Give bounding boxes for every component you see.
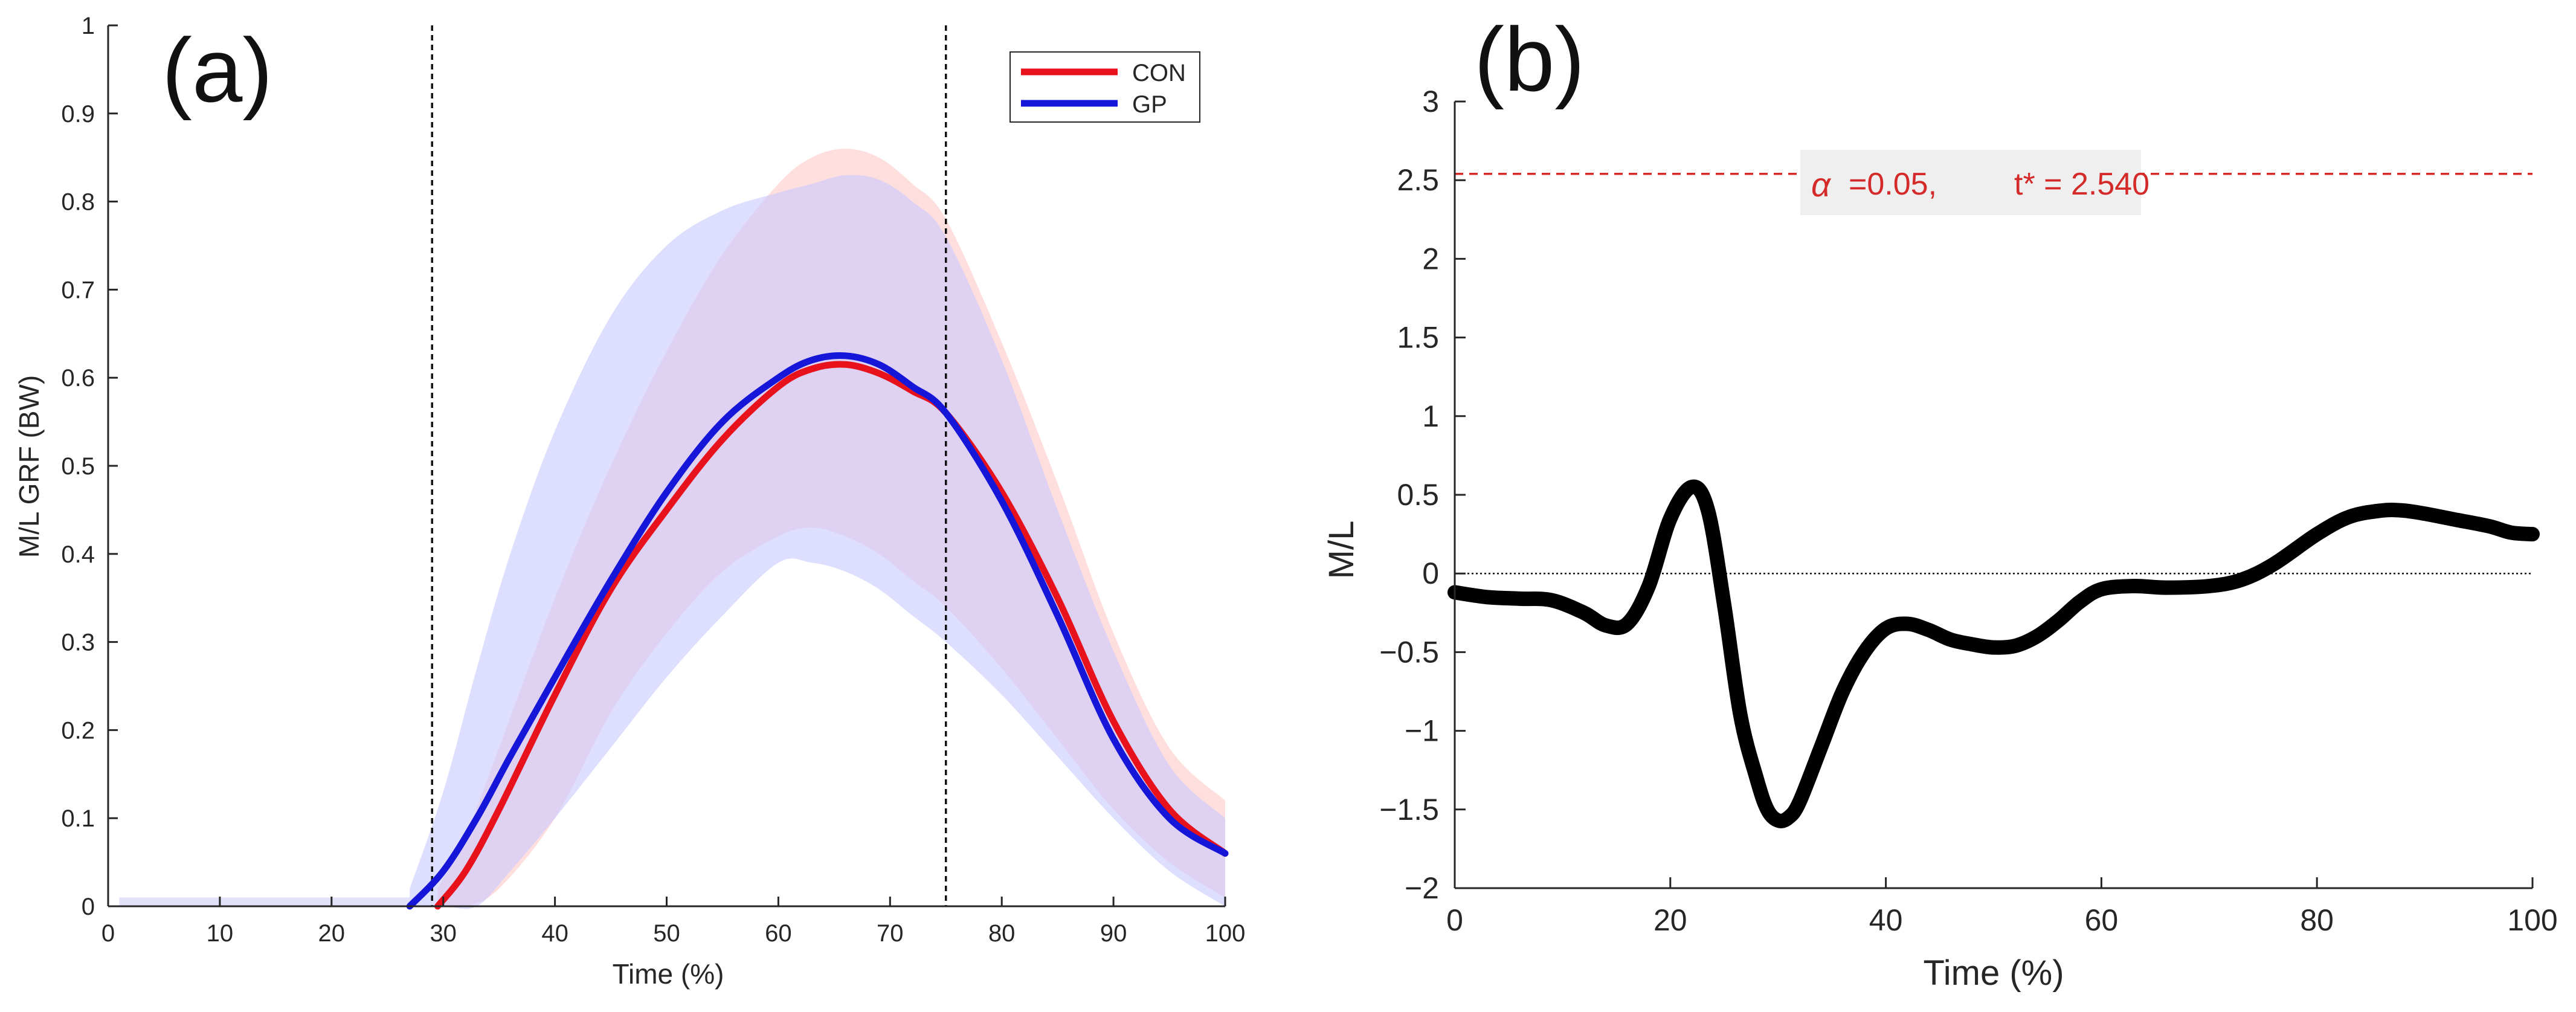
b-axes — [1454, 102, 2533, 889]
a-x-axis-label: Time (%) — [613, 958, 724, 990]
a-x-tick-label: 30 — [430, 920, 457, 947]
panel-a-chart: 0 10 20 30 40 50 60 70 80 90 100 0 0.1 0.2 0.3 0.4 0.5 0.… — [13, 13, 1245, 990]
a-x-tick-label: 70 — [877, 920, 904, 947]
a-x-tick-label: 20 — [318, 920, 346, 947]
b-annotation-box — [1800, 150, 2141, 215]
a-y-tick-label: 1 — [82, 13, 95, 39]
b-ticks: 0 20 40 60 80 100 −2 −1.5 −1 −0.5 0 0.5 1 1.5 2 2.5 3 — [1379, 85, 2557, 937]
b-annotation-alpha-symbol: α — [1811, 166, 1832, 204]
b-x-tick-label: 100 — [2507, 903, 2557, 937]
b-y-tick-label: 1.5 — [1397, 321, 1439, 355]
a-y-tick-label: 0.4 — [61, 541, 95, 568]
panel-b-chart: 0 20 40 60 80 100 −2 −1.5 −1 −0.5 0 0.5 1 1.5 2 2.5 3 α … — [1322, 8, 2558, 993]
b-x-tick-label: 80 — [2300, 903, 2334, 937]
a-baseline-band — [119, 897, 410, 906]
a-y-tick-label: 0 — [82, 894, 95, 920]
a-y-tick-label: 0.3 — [61, 630, 95, 656]
a-series-con — [434, 361, 1229, 910]
a-legend: CON GP — [1009, 51, 1200, 123]
b-x-axis-label: Time (%) — [1923, 953, 2064, 993]
a-bands — [119, 149, 1226, 909]
b-y-tick-label: 2.5 — [1397, 163, 1439, 197]
a-legend-box — [1009, 51, 1200, 123]
b-threshold-annotation: α =0.05, t* = 2.540 — [1800, 150, 2149, 215]
a-y-tick-label: 0.5 — [61, 453, 95, 480]
a-y-tick-label: 0.8 — [61, 189, 95, 216]
a-y-tick-label: 0.7 — [61, 277, 95, 303]
b-series-spm-curve — [1447, 479, 2540, 828]
b-x-tick-label: 40 — [1869, 903, 1903, 937]
a-x-tick-label: 50 — [653, 920, 680, 947]
b-y-tick-label: −2 — [1405, 871, 1439, 905]
b-annotation-tstar: t* = 2.540 — [2014, 167, 2149, 202]
a-lines — [406, 352, 1229, 910]
a-y-tick-label: 0.6 — [61, 365, 95, 392]
b-y-axis-label: M/L — [1322, 521, 1361, 579]
a-y-tick-label: 0.9 — [61, 101, 95, 127]
a-x-tick-label: 60 — [765, 920, 792, 947]
a-x-tick-label: 100 — [1205, 920, 1246, 947]
b-y-tick-label: −1 — [1405, 714, 1439, 748]
b-y-tick-label: 0 — [1422, 556, 1439, 590]
b-y-tick-label: 0.5 — [1397, 478, 1439, 512]
b-annotation-alpha: =0.05, — [1849, 167, 1937, 202]
a-vlines — [431, 25, 947, 906]
b-y-tick-label: 1 — [1422, 399, 1439, 433]
a-legend-gp-label: GP — [1132, 91, 1167, 118]
b-x-tick-label: 20 — [1653, 903, 1687, 937]
a-ticks: 0 10 20 30 40 50 60 70 80 90 100 0 0.1 0.2 0.3 0.4 0.5 0.… — [61, 13, 1245, 947]
a-band-gp — [410, 175, 1226, 909]
b-x-tick-label: 60 — [2085, 903, 2119, 937]
panel-b-label: (b) — [1474, 8, 1585, 110]
a-x-tick-label: 10 — [207, 920, 234, 947]
a-y-axis-label: M/L GRF (BW) — [13, 375, 45, 558]
b-y-tick-label: −0.5 — [1379, 635, 1439, 669]
b-lines — [1447, 479, 2540, 828]
b-y-tick-label: −1.5 — [1379, 793, 1439, 827]
a-x-tick-label: 80 — [988, 920, 1016, 947]
a-x-tick-label: 90 — [1100, 920, 1127, 947]
panel-a-label: (a) — [162, 19, 272, 121]
a-x-tick-label: 0 — [101, 920, 115, 947]
a-x-tick-label: 40 — [541, 920, 568, 947]
b-x-tick-label: 0 — [1446, 903, 1463, 937]
b-y-tick-label: 2 — [1422, 242, 1439, 276]
b-y-tick-label: 3 — [1422, 85, 1439, 118]
a-y-tick-label: 0.2 — [61, 717, 95, 744]
a-legend-con-label: CON — [1132, 60, 1186, 86]
a-series-gp — [406, 352, 1229, 910]
a-y-tick-label: 0.1 — [61, 805, 95, 832]
